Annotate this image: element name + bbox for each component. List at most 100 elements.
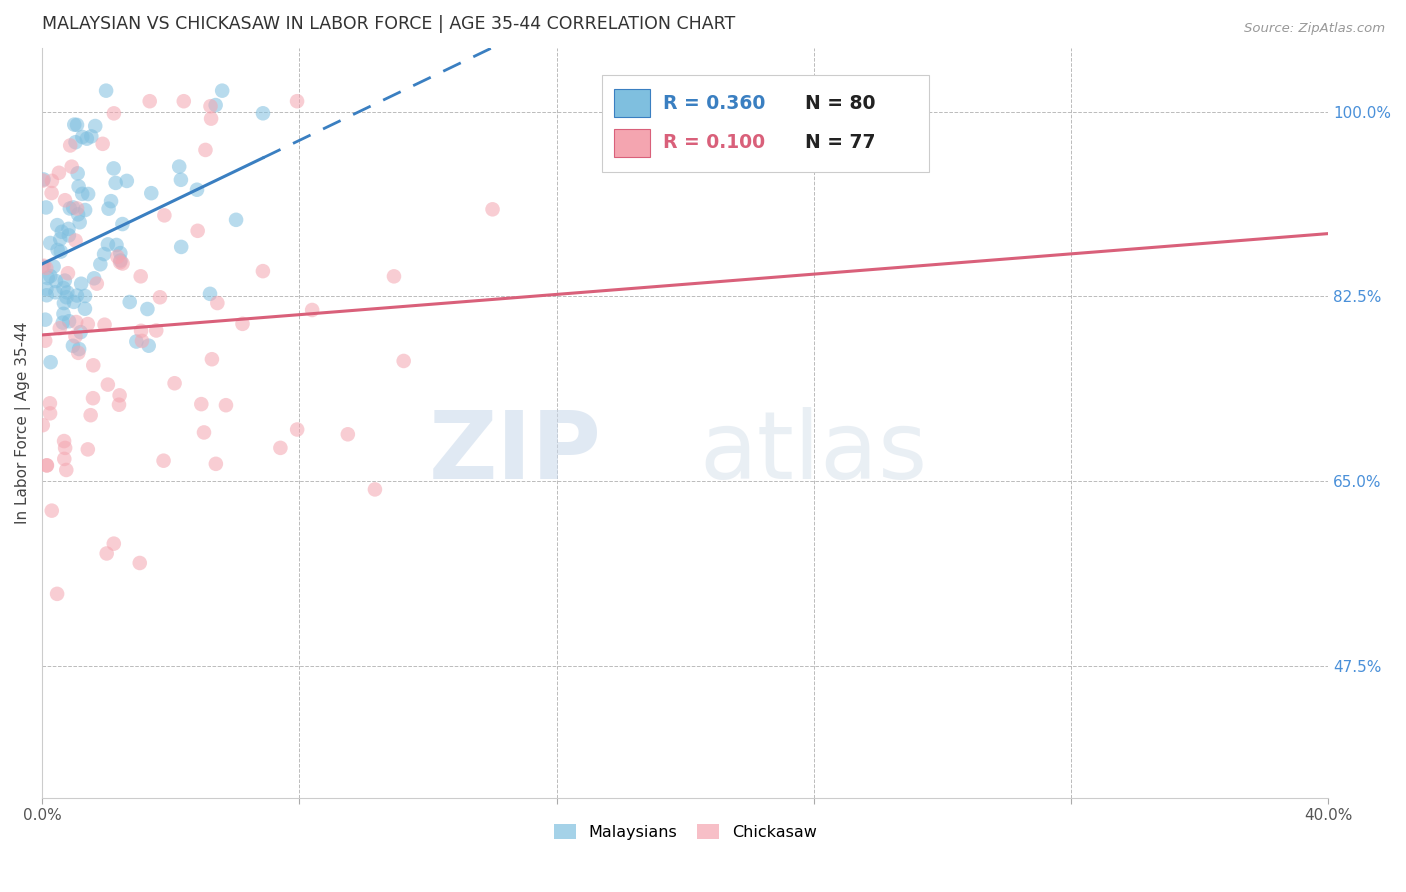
Point xyxy=(59,138,82,153)
Point xyxy=(65,329,87,343)
Y-axis label: In Labor Force | Age 35-44: In Labor Force | Age 35-44 xyxy=(15,322,31,524)
Point xyxy=(108,255,131,269)
Point xyxy=(70,186,93,201)
Point xyxy=(205,457,228,471)
Point xyxy=(198,286,221,301)
Point xyxy=(65,234,87,248)
Point xyxy=(225,212,247,227)
Point xyxy=(163,376,186,391)
Point xyxy=(97,237,120,252)
Point xyxy=(129,324,152,338)
Point xyxy=(53,441,76,455)
Point xyxy=(46,218,69,232)
Point xyxy=(67,342,90,356)
Point xyxy=(55,290,77,304)
Point xyxy=(58,228,80,243)
Point xyxy=(76,442,98,457)
Point xyxy=(167,160,190,174)
Point xyxy=(104,176,127,190)
Point xyxy=(100,194,122,209)
Point xyxy=(35,260,58,275)
Point xyxy=(69,325,91,339)
Point xyxy=(44,285,66,300)
Point xyxy=(215,398,238,412)
Point xyxy=(63,294,86,309)
Point xyxy=(110,246,132,260)
Point xyxy=(49,232,72,246)
Point xyxy=(53,193,76,207)
Point xyxy=(173,94,195,108)
Point xyxy=(93,247,115,261)
Point xyxy=(118,295,141,310)
Bar xyxy=(614,128,651,157)
Point xyxy=(35,288,58,302)
Point xyxy=(103,106,125,120)
Point xyxy=(53,434,76,448)
Point xyxy=(301,303,323,318)
Point xyxy=(67,207,90,221)
Point xyxy=(79,408,101,422)
Point xyxy=(73,301,96,316)
Point xyxy=(77,187,100,202)
Point xyxy=(31,260,53,274)
Point xyxy=(201,352,224,367)
Point xyxy=(125,334,148,349)
Text: Source: ZipAtlas.com: Source: ZipAtlas.com xyxy=(1244,22,1385,36)
Point xyxy=(39,355,62,369)
Text: N = 80: N = 80 xyxy=(804,94,875,112)
Point xyxy=(145,324,167,338)
Point xyxy=(45,274,67,288)
Point xyxy=(190,397,212,411)
Point xyxy=(141,186,163,201)
Point xyxy=(91,136,114,151)
Point xyxy=(35,282,58,296)
Point xyxy=(84,119,107,133)
Point xyxy=(52,307,75,321)
Point xyxy=(52,296,75,310)
Point xyxy=(269,441,291,455)
Point xyxy=(31,418,53,433)
Point xyxy=(58,314,80,328)
Point xyxy=(194,143,217,157)
Point xyxy=(138,94,160,108)
Point xyxy=(128,556,150,570)
Point xyxy=(82,359,104,373)
Point xyxy=(200,112,222,126)
Point xyxy=(186,183,208,197)
Point xyxy=(231,317,253,331)
Point xyxy=(152,453,174,467)
Point xyxy=(58,222,80,236)
Point xyxy=(66,118,89,132)
Point xyxy=(53,451,76,466)
Point xyxy=(76,131,98,145)
Point xyxy=(66,288,89,302)
Point xyxy=(80,129,103,144)
Point xyxy=(55,463,77,477)
Text: R = 0.360: R = 0.360 xyxy=(664,94,766,112)
Point xyxy=(392,354,415,368)
Point xyxy=(48,166,70,180)
Text: MALAYSIAN VS CHICKASAW IN LABOR FORCE | AGE 35-44 CORRELATION CHART: MALAYSIAN VS CHICKASAW IN LABOR FORCE | … xyxy=(42,15,735,33)
Point xyxy=(129,269,152,284)
Point xyxy=(285,423,308,437)
Bar xyxy=(614,89,651,118)
Point xyxy=(76,317,98,331)
Point xyxy=(170,240,193,254)
Point xyxy=(97,377,120,392)
Point xyxy=(107,250,129,264)
Point xyxy=(66,202,89,216)
Point xyxy=(89,257,111,271)
Point xyxy=(34,334,56,348)
Point xyxy=(382,269,405,284)
Point xyxy=(35,458,58,473)
Point xyxy=(69,215,91,229)
Point xyxy=(86,277,108,291)
Text: N = 77: N = 77 xyxy=(804,134,875,153)
Point xyxy=(103,161,125,176)
Point xyxy=(193,425,215,440)
Point xyxy=(34,312,56,326)
Point xyxy=(111,256,134,270)
Point xyxy=(39,235,62,250)
Point xyxy=(170,173,193,187)
Point xyxy=(56,285,79,300)
